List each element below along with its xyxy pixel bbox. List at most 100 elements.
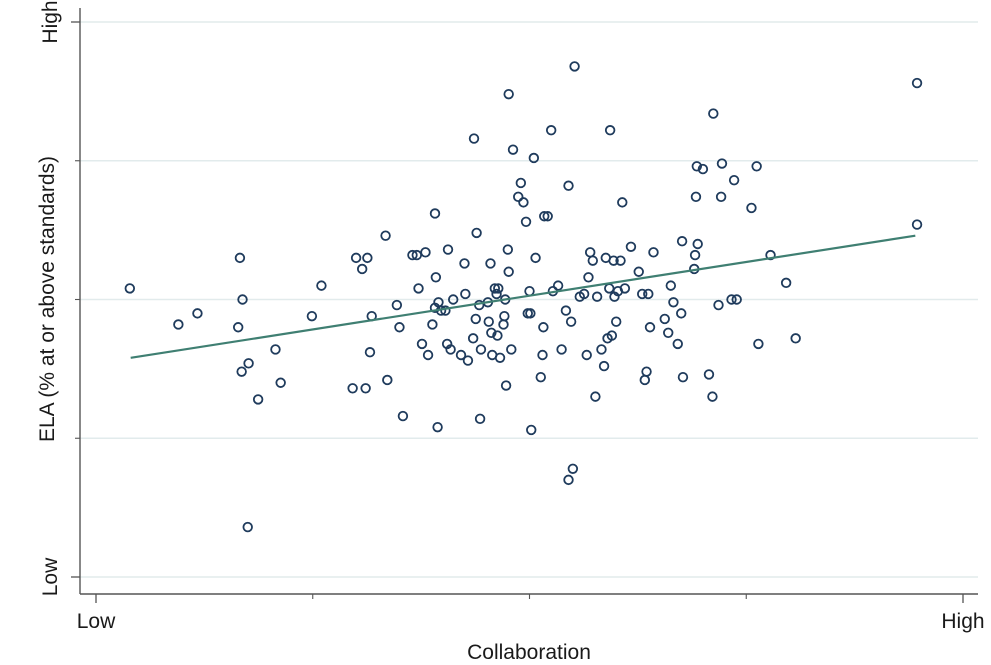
data-point-16 (350, 252, 362, 264)
data-point-57 (485, 258, 496, 269)
data-point-105 (590, 391, 601, 402)
data-point-62 (492, 330, 503, 341)
data-point-6 (236, 366, 247, 377)
data-point-25 (397, 410, 409, 422)
data-point-75 (515, 177, 527, 189)
data-point-82 (528, 152, 540, 164)
data-point-28 (416, 338, 428, 350)
data-point-15 (360, 383, 371, 394)
data-point-130 (663, 327, 674, 339)
data-point-124 (639, 374, 651, 386)
data-point-69 (502, 244, 514, 255)
data-point-102 (583, 272, 594, 283)
data-point-114 (608, 255, 619, 266)
data-point-98 (563, 474, 574, 486)
data-point-8 (252, 394, 264, 405)
data-point-103 (584, 247, 596, 258)
data-point-44 (455, 349, 467, 361)
data-point-83 (530, 252, 541, 264)
x-tick-label-low: Low (77, 610, 116, 633)
data-point-155 (765, 249, 776, 261)
data-point-26 (407, 249, 418, 261)
data-point-126 (643, 288, 654, 300)
data-point-107 (596, 344, 607, 355)
data-point-146 (713, 299, 724, 311)
data-point-91 (552, 280, 564, 291)
data-point-116 (611, 316, 622, 327)
data-point-9 (242, 521, 253, 533)
data-point-113 (606, 330, 618, 341)
data-point-94 (563, 180, 574, 191)
data-point-73 (507, 144, 519, 155)
data-point-106 (591, 291, 603, 302)
data-point-80 (525, 308, 536, 319)
data-point-133 (672, 338, 683, 350)
data-point-112 (604, 125, 616, 136)
data-point-134 (676, 308, 687, 319)
data-point-47 (462, 355, 474, 366)
data-point-58 (486, 327, 497, 339)
data-point-120 (619, 283, 631, 294)
gridlines (80, 21, 978, 578)
data-point-31 (422, 349, 434, 361)
data-point-0 (124, 283, 136, 294)
data-point-52 (474, 413, 486, 425)
data-point-93 (560, 305, 572, 316)
data-point-85 (537, 349, 548, 361)
data-point-156 (780, 277, 792, 289)
data-point-125 (641, 366, 652, 377)
data-point-24 (394, 322, 405, 333)
data-point-142 (697, 163, 709, 175)
data-point-22 (382, 374, 393, 386)
data-point-29 (413, 283, 424, 294)
data-point-18 (362, 252, 373, 264)
data-point-34 (430, 272, 442, 283)
data-point-1 (173, 319, 184, 330)
data-point-2 (192, 308, 203, 319)
data-point-42 (445, 344, 456, 355)
data-point-154 (753, 338, 764, 350)
data-point-13 (316, 280, 327, 291)
data-point-149 (728, 174, 740, 186)
data-point-39 (442, 244, 454, 255)
data-point-14 (347, 383, 358, 394)
data-point-7 (243, 358, 254, 369)
data-point-38 (440, 305, 451, 316)
data-point-70 (503, 266, 514, 277)
data-point-159 (911, 219, 923, 230)
x-tick-label-high: High (941, 610, 984, 633)
data-point-40 (429, 208, 441, 219)
data-point-35 (432, 421, 443, 433)
data-point-140 (691, 161, 703, 172)
data-point-21 (380, 230, 391, 241)
data-point-11 (275, 377, 286, 388)
data-point-132 (668, 297, 679, 308)
data-point-43 (448, 294, 459, 305)
tick-labels: Low High Low High (39, 0, 985, 633)
data-point-77 (520, 216, 532, 228)
x-axis-label: Collaboration (467, 641, 591, 664)
data-point-139 (690, 191, 702, 203)
data-point-152 (746, 202, 757, 214)
data-point-101 (581, 349, 592, 361)
data-point-66 (499, 310, 510, 322)
data-point-104 (587, 255, 598, 266)
y-axis-label: ELA (% at or above standards) (36, 156, 59, 442)
data-point-50 (471, 227, 482, 239)
data-point-100 (578, 288, 590, 300)
data-point-56 (483, 316, 494, 327)
data-point-129 (659, 313, 670, 325)
data-point-122 (633, 266, 644, 277)
data-point-97 (569, 61, 580, 72)
data-point-84 (535, 372, 546, 383)
data-point-157 (790, 333, 801, 344)
data-point-65 (498, 319, 509, 330)
data-point-30 (420, 247, 431, 258)
axis-ticks (71, 21, 964, 603)
data-point-72 (506, 344, 517, 355)
data-point-5 (237, 294, 248, 305)
data-point-48 (467, 333, 479, 344)
data-point-45 (460, 288, 471, 300)
data-point-49 (470, 313, 481, 325)
